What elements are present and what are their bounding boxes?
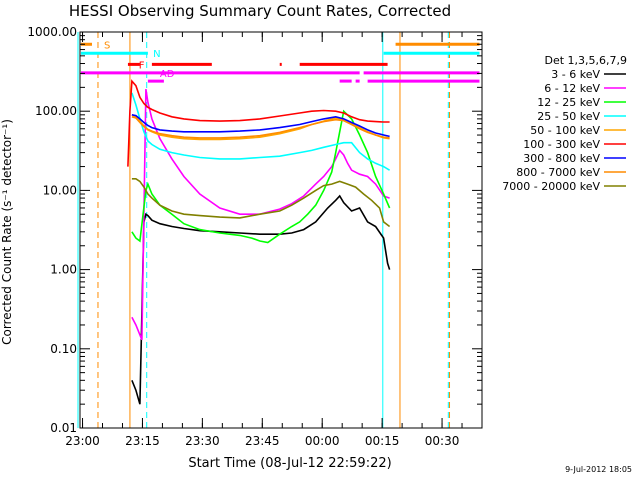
legend-label-1: 6 - 12 keV [544, 82, 600, 95]
series-line-0 [131, 194, 391, 405]
x-axis-label: Start Time (08-Jul-12 22:59:22) [188, 456, 391, 471]
legend-label-0: 3 - 6 keV [551, 68, 600, 81]
legend-title: Det 1,3,5,6,7,9 [544, 54, 627, 67]
series-line-8 [131, 178, 391, 228]
y-tick-label-4: 0.10 [50, 342, 77, 356]
timestamp: 9-Jul-2012 18:05 [565, 465, 632, 474]
annotation-n: N [153, 49, 160, 60]
annotation-s: S [104, 40, 110, 51]
annotation-f: F [139, 60, 145, 71]
plot-frame [79, 31, 483, 429]
chart-title: HESSI Observing Summary Count Rates, Cor… [69, 2, 451, 20]
x-tick-label-5: 00:15 [365, 434, 400, 448]
series-line-2 [131, 109, 391, 244]
series-line-1 [131, 88, 390, 341]
plot-area: S NF AD [77, 32, 480, 428]
legend-label-7: 800 - 7000 keV [516, 166, 600, 179]
x-tick-label-3: 23:45 [245, 434, 280, 448]
x-tick-label-6: 00:30 [425, 434, 460, 448]
x-tick-label-4: 00:00 [305, 434, 340, 448]
y-axis-label: Corrected Count Rate (s⁻¹ detector⁻¹) [0, 119, 14, 345]
y-tick-label-3: 1.00 [50, 263, 77, 277]
legend-label-4: 50 - 100 keV [530, 124, 600, 137]
legend-label-5: 100 - 300 keV [523, 138, 600, 151]
series-line-3 [131, 92, 391, 171]
y-tick-label-2: 10.00 [43, 183, 77, 197]
x-tick-label-0: 23:00 [65, 434, 100, 448]
legend-label-6: 300 - 800 keV [523, 152, 600, 165]
series-line-5 [127, 79, 390, 167]
series-line-6 [131, 114, 390, 138]
series-line-7 [131, 116, 390, 139]
annotation-ad: AD [160, 69, 175, 80]
x-tick-label-2: 23:30 [185, 434, 220, 448]
x-tick-label-1: 23:15 [125, 434, 160, 448]
legend-label-3: 25 - 50 keV [537, 110, 600, 123]
y-tick-label-5: 0.01 [50, 421, 77, 435]
y-tick-label-0: 1000.00 [27, 25, 77, 39]
legend-label-2: 12 - 25 keV [537, 96, 600, 109]
y-tick-label-1: 100.00 [35, 104, 77, 118]
legend-label-8: 7000 - 20000 keV [502, 180, 600, 193]
